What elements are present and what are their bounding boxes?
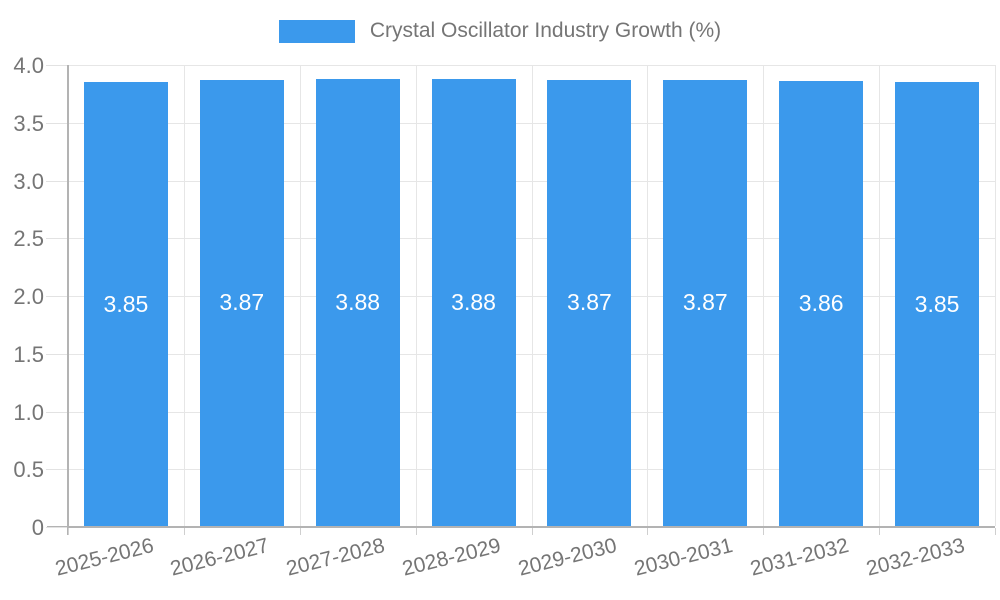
x-axis-line <box>47 526 995 528</box>
y-axis-label: 1.5 <box>13 341 44 367</box>
v-gridline <box>299 65 301 526</box>
bar-value-label: 3.85 <box>914 290 960 317</box>
bar[interactable]: 3.85 <box>83 82 168 526</box>
v-gridline <box>647 65 649 526</box>
bar[interactable]: 3.88 <box>431 78 516 526</box>
y-tick <box>46 353 67 355</box>
x-axis-label: 2029-2030 <box>515 534 620 581</box>
x-tick <box>647 528 649 535</box>
bar[interactable]: 3.86 <box>779 81 864 526</box>
bar-value-label: 3.87 <box>682 289 728 316</box>
y-axis-label: 0.5 <box>13 457 44 483</box>
y-tick <box>46 296 67 297</box>
bar-value-label: 3.86 <box>798 290 844 317</box>
legend-swatch-icon <box>278 19 355 43</box>
bar-value-label: 3.88 <box>451 288 496 315</box>
x-tick <box>995 528 996 535</box>
y-axis-label: 2.5 <box>13 226 44 252</box>
x-tick <box>299 528 301 535</box>
x-axis-label: 2030-2031 <box>631 534 735 581</box>
v-gridline <box>763 65 765 526</box>
x-axis-label: 2028-2029 <box>400 534 504 581</box>
bar-value-label: 3.87 <box>567 289 612 316</box>
y-tick <box>46 411 67 413</box>
y-axis-label: 0 <box>31 515 44 540</box>
y-tick <box>46 180 67 182</box>
legend-label: Crystal Oscillator Industry Growth (%) <box>369 19 722 42</box>
x-tick <box>763 528 765 535</box>
bar-value-label: 3.88 <box>335 288 381 315</box>
v-gridline <box>995 65 996 526</box>
y-tick <box>46 527 67 528</box>
y-axis-line <box>67 65 69 535</box>
bar[interactable]: 3.88 <box>315 78 400 526</box>
y-tick <box>46 469 67 471</box>
bar[interactable]: 3.87 <box>663 79 748 526</box>
y-axis-label: 3.0 <box>13 168 44 194</box>
x-tick <box>183 528 185 535</box>
bar-value-label: 3.87 <box>219 289 265 316</box>
x-tick <box>68 528 69 535</box>
x-axis-label: 2027-2028 <box>284 534 388 581</box>
x-axis-label: 2031-2032 <box>747 534 851 581</box>
bar[interactable]: 3.87 <box>199 79 284 526</box>
y-axis-label: 1.0 <box>13 399 44 425</box>
v-gridline <box>183 65 185 526</box>
x-axis-label: 2025-2026 <box>52 534 156 581</box>
v-gridline <box>879 65 881 526</box>
v-gridline <box>531 65 533 526</box>
y-tick <box>46 238 67 240</box>
bar[interactable]: 3.85 <box>895 82 980 526</box>
y-axis-label: 3.5 <box>13 110 44 136</box>
v-gridline <box>415 65 417 526</box>
bar-value-label: 3.85 <box>103 290 149 317</box>
x-tick <box>415 528 417 535</box>
x-axis-label: 2026-2027 <box>168 534 272 581</box>
y-tick <box>46 65 67 66</box>
y-axis-label: 2.0 <box>13 284 44 309</box>
x-tick <box>879 528 881 535</box>
legend[interactable]: Crystal Oscillator Industry Growth (%) <box>0 17 1000 45</box>
bar[interactable]: 3.87 <box>547 79 632 526</box>
y-axis-label: 4.0 <box>13 53 44 78</box>
x-axis-label: 2032-2033 <box>863 534 967 581</box>
x-tick <box>531 528 533 535</box>
y-tick <box>46 122 67 124</box>
